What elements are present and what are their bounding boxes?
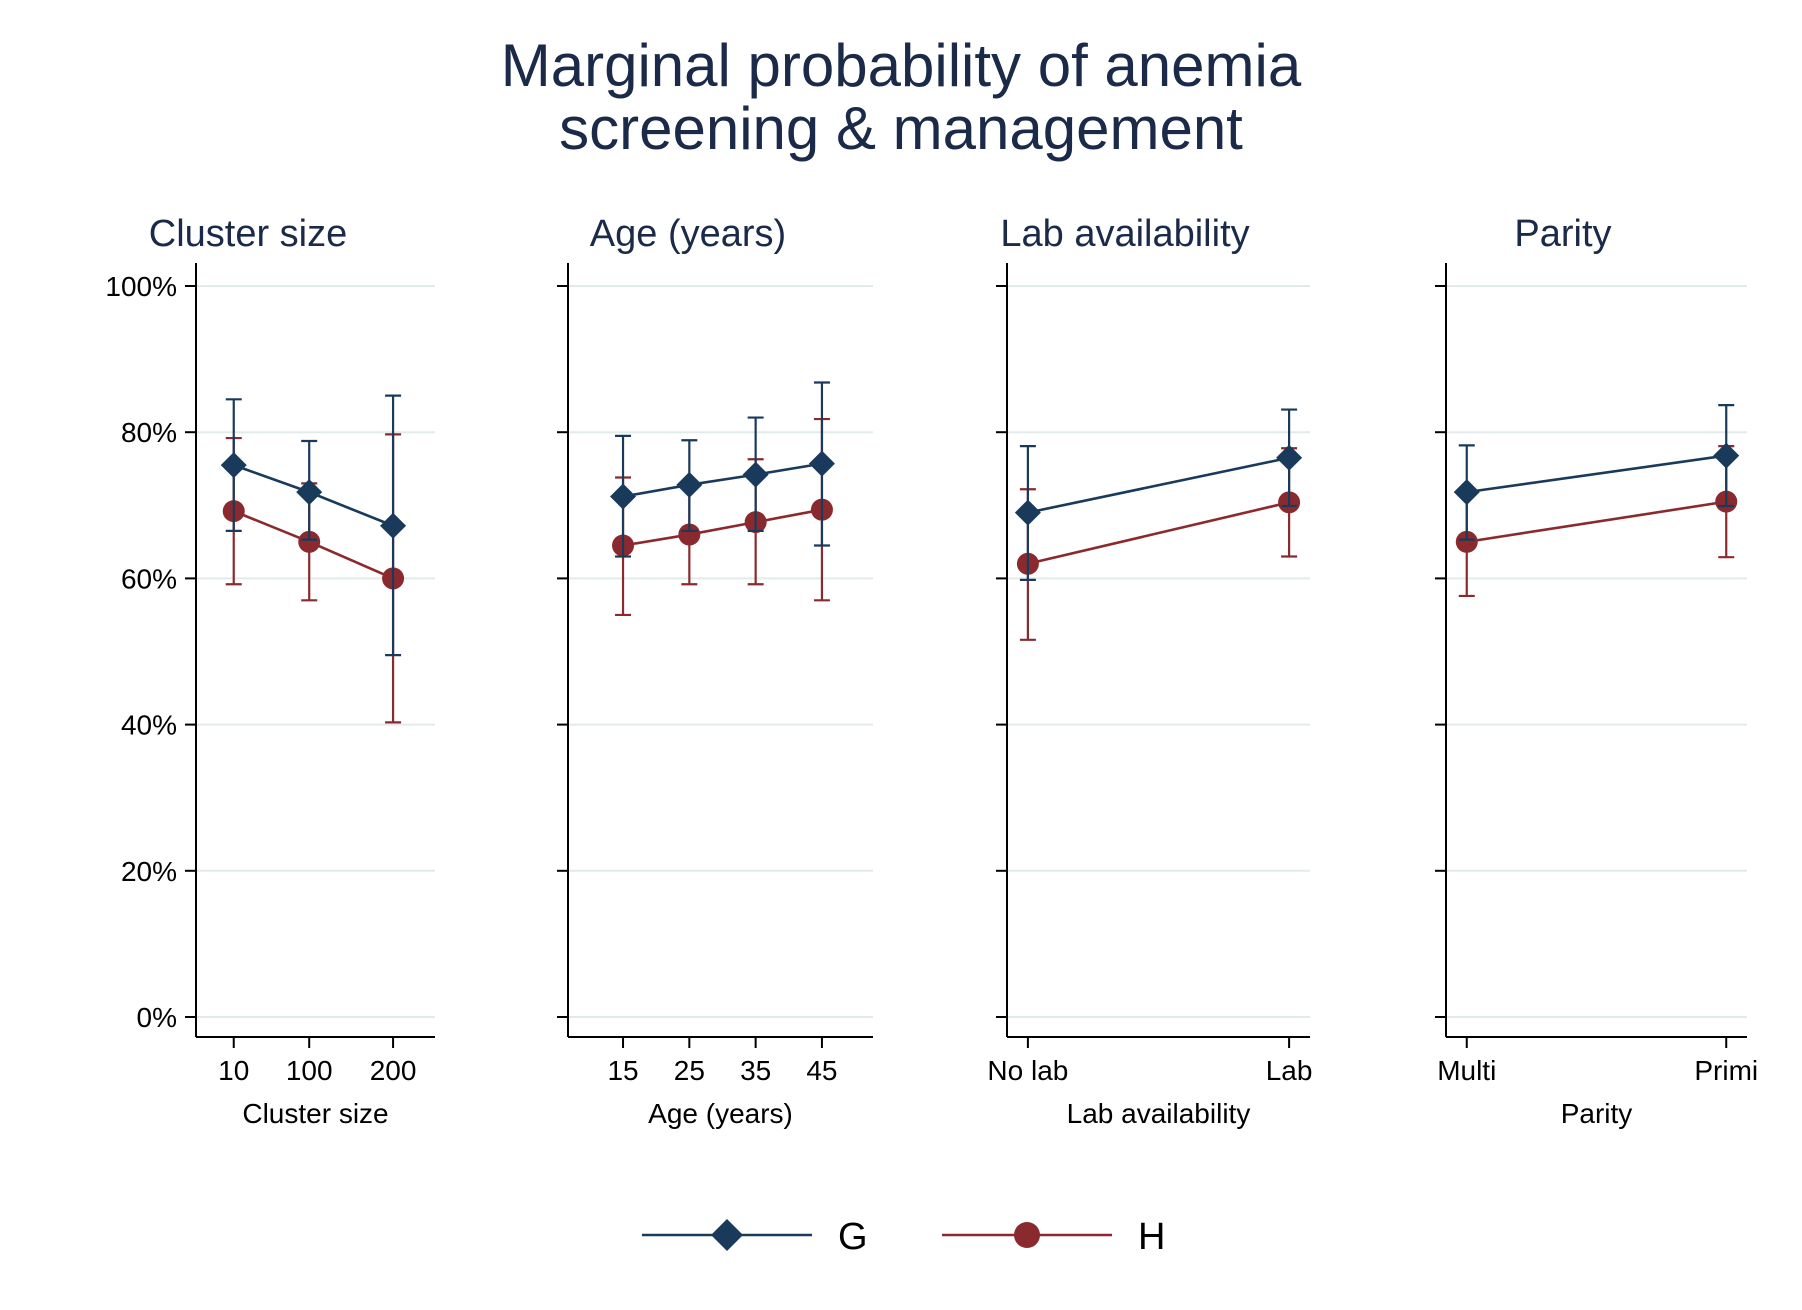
y-tick-label: 20%: [121, 856, 177, 887]
x-tick-label: Primi: [1694, 1055, 1758, 1086]
series-line: [1466, 454, 1727, 494]
point-marker-diamond: [610, 483, 637, 510]
x-axis-title: Cluster size: [242, 1098, 388, 1129]
panels: 0% 20% 40% 60% 80% 100% Cluster size 10 100 200 Cl…: [105, 213, 1758, 1129]
panel-2: Age (years) 15 25 35 45 Age (years): [557, 213, 873, 1129]
series-line: [1027, 501, 1290, 566]
series-G: [1014, 408, 1303, 581]
y-tick-label: 80%: [121, 417, 177, 448]
chart-title-line-1: Marginal probability of anemia: [501, 32, 1302, 99]
series-H: [1455, 444, 1738, 598]
x-tick-label: 10: [218, 1055, 249, 1086]
panel-title: Age (years): [590, 213, 786, 255]
point-marker-diamond: [1014, 499, 1041, 526]
point-marker-diamond: [1713, 442, 1740, 469]
series-H: [1016, 447, 1301, 641]
legend-marker-diamond: [711, 1219, 743, 1251]
series-G: [220, 394, 407, 657]
series-H: [612, 417, 833, 617]
y-tick-label: 40%: [121, 710, 177, 741]
series-line: [622, 462, 823, 498]
x-axis-title: Parity: [1561, 1098, 1633, 1129]
x-tick-label: 15: [607, 1055, 638, 1086]
x-tick-label: Lab: [1266, 1055, 1313, 1086]
panel-title: Lab availability: [1000, 213, 1249, 255]
x-axis-title: Age (years): [648, 1098, 793, 1129]
point-marker-diamond: [296, 479, 323, 506]
series-line: [1027, 456, 1290, 514]
point-marker-diamond: [380, 512, 407, 539]
point-marker-diamond: [676, 471, 703, 498]
y-tick-label: 100%: [105, 271, 177, 302]
series-G: [610, 381, 835, 558]
x-tick-label: 45: [806, 1055, 837, 1086]
y-tick-label: 0%: [137, 1002, 177, 1033]
point-marker-diamond: [220, 452, 247, 479]
point-marker-diamond: [1453, 479, 1480, 506]
point-marker-circle: [298, 530, 321, 553]
panel-title: Parity: [1514, 213, 1611, 255]
panel-title: Cluster size: [149, 213, 348, 255]
point-marker-circle: [1455, 530, 1478, 553]
series-line: [622, 508, 823, 547]
panel-1: 0% 20% 40% 60% 80% 100% Cluster size 10 100 200 Cl…: [105, 213, 435, 1129]
series-line: [1466, 500, 1727, 544]
x-tick-label: 25: [674, 1055, 705, 1086]
chart-title-line-2: screening & management: [559, 95, 1243, 162]
x-axis-title: Lab availability: [1067, 1098, 1251, 1129]
legend-label-g: G: [838, 1216, 868, 1258]
legend-item-g: G: [642, 1216, 868, 1258]
x-tick-label: 35: [740, 1055, 771, 1086]
y-tick-label: 60%: [121, 563, 177, 594]
legend-marker-circle: [1014, 1222, 1040, 1248]
x-tick-label: Multi: [1437, 1055, 1496, 1086]
point-marker-diamond: [808, 450, 835, 477]
x-tick-label: No lab: [987, 1055, 1068, 1086]
point-marker-diamond: [1276, 444, 1303, 471]
point-marker-circle: [678, 523, 701, 546]
x-tick-label: 100: [286, 1055, 333, 1086]
legend-label-h: H: [1138, 1216, 1165, 1258]
panel-3: Lab availability No lab Lab Lab availabilit…: [987, 213, 1312, 1129]
series-G: [1453, 404, 1740, 541]
point-marker-diamond: [742, 461, 769, 488]
legend-item-h: H: [942, 1216, 1165, 1258]
panel-4: Parity Multi Primi Parity: [1435, 213, 1758, 1129]
x-tick-label: 200: [370, 1055, 417, 1086]
